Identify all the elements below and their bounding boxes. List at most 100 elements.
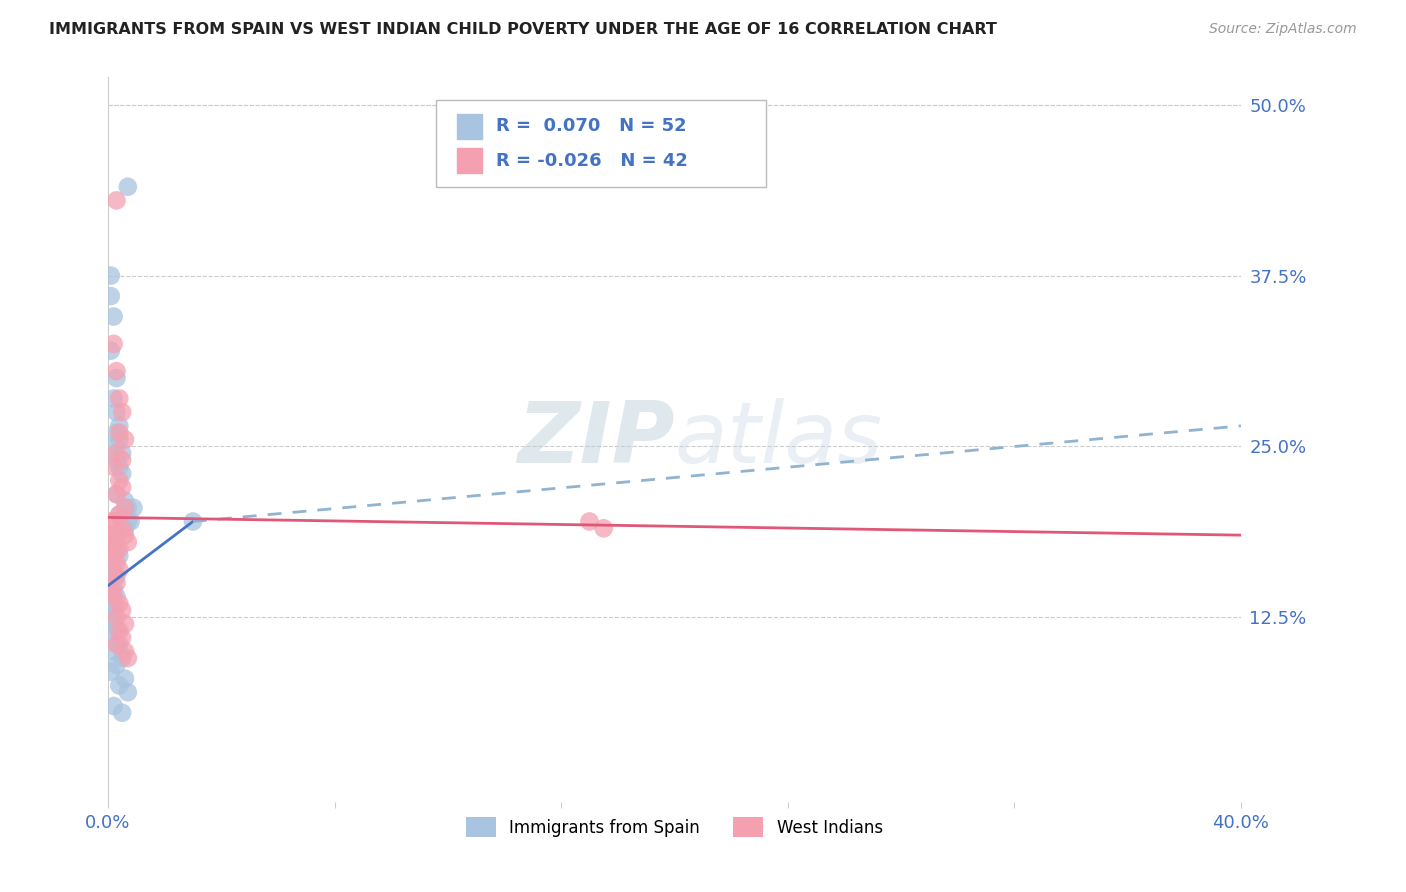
Point (108, 474, 131, 488)
Point (108, 597, 131, 611)
Point (105, 576, 128, 591)
Point (105, 556, 128, 570)
Text: IMMIGRANTS FROM SPAIN VS WEST INDIAN CHILD POVERTY UNDER THE AGE OF 16 CORRELATI: IMMIGRANTS FROM SPAIN VS WEST INDIAN CHI… (49, 22, 997, 37)
Point (117, 179, 139, 194)
Point (103, 535, 125, 549)
Point (108, 624, 131, 638)
Point (108, 459, 131, 474)
Point (100, 528, 122, 542)
Point (114, 433, 136, 447)
Point (105, 194, 128, 208)
Point (100, 515, 122, 529)
Point (105, 624, 128, 638)
Point (100, 665, 122, 679)
Point (103, 310, 125, 324)
Point (114, 617, 136, 632)
Point (108, 508, 131, 522)
Point (100, 631, 122, 645)
Text: ZIP: ZIP (517, 398, 675, 481)
Point (108, 392, 131, 406)
Point (114, 500, 136, 515)
Point (120, 515, 142, 529)
Point (111, 706, 134, 720)
Point (108, 418, 131, 433)
Point (578, 515, 600, 529)
Point (100, 576, 122, 591)
Point (108, 637, 131, 651)
Point (111, 631, 134, 645)
Point (105, 425, 128, 440)
Point (111, 467, 134, 481)
Point (111, 515, 134, 529)
Point (100, 289, 122, 303)
Point (103, 535, 125, 549)
Point (100, 610, 122, 624)
Point (117, 535, 139, 549)
Point (108, 562, 131, 576)
Point (103, 698, 125, 713)
Text: Source: ZipAtlas.com: Source: ZipAtlas.com (1209, 22, 1357, 37)
Point (103, 569, 125, 583)
Point (103, 392, 125, 406)
Point (105, 528, 128, 542)
Point (111, 446, 134, 460)
Point (108, 678, 131, 692)
Point (105, 569, 128, 583)
Point (100, 343, 122, 358)
Point (108, 508, 131, 522)
Point (105, 590, 128, 604)
Point (103, 515, 125, 529)
Point (105, 371, 128, 385)
Point (100, 556, 122, 570)
Text: atlas: atlas (675, 398, 883, 481)
Legend: Immigrants from Spain, West Indians: Immigrants from Spain, West Indians (460, 810, 890, 844)
Point (114, 494, 136, 508)
Point (103, 562, 125, 576)
Point (108, 541, 131, 556)
Point (108, 433, 131, 447)
Y-axis label: Child Poverty Under the Age of 16: Child Poverty Under the Age of 16 (0, 298, 8, 581)
Point (103, 459, 125, 474)
Point (103, 644, 125, 658)
Point (103, 439, 125, 453)
Point (105, 541, 128, 556)
Point (100, 528, 122, 542)
Point (103, 590, 125, 604)
Point (105, 657, 128, 672)
Point (117, 685, 139, 699)
Point (105, 364, 128, 378)
Point (181, 515, 204, 529)
Point (103, 582, 125, 597)
Point (111, 603, 134, 617)
Point (117, 515, 139, 529)
Point (103, 337, 125, 351)
Point (108, 549, 131, 563)
Point (100, 597, 122, 611)
Point (592, 521, 614, 535)
Text: R =  0.070   N = 52: R = 0.070 N = 52 (496, 118, 688, 136)
Point (105, 405, 128, 419)
Point (114, 528, 136, 542)
Point (114, 644, 136, 658)
Point (103, 549, 125, 563)
Point (105, 610, 128, 624)
Point (111, 521, 134, 535)
Point (103, 617, 125, 632)
Point (122, 500, 145, 515)
Point (105, 453, 128, 467)
Text: R = -0.026   N = 42: R = -0.026 N = 42 (496, 152, 688, 169)
Point (111, 651, 134, 665)
Point (117, 651, 139, 665)
Point (114, 521, 136, 535)
Point (111, 405, 134, 419)
Point (100, 541, 122, 556)
Point (108, 425, 131, 440)
Point (105, 487, 128, 501)
Point (111, 480, 134, 494)
Point (117, 500, 139, 515)
Point (105, 487, 128, 501)
Point (100, 268, 122, 283)
Point (100, 582, 122, 597)
Point (114, 672, 136, 686)
Point (103, 603, 125, 617)
